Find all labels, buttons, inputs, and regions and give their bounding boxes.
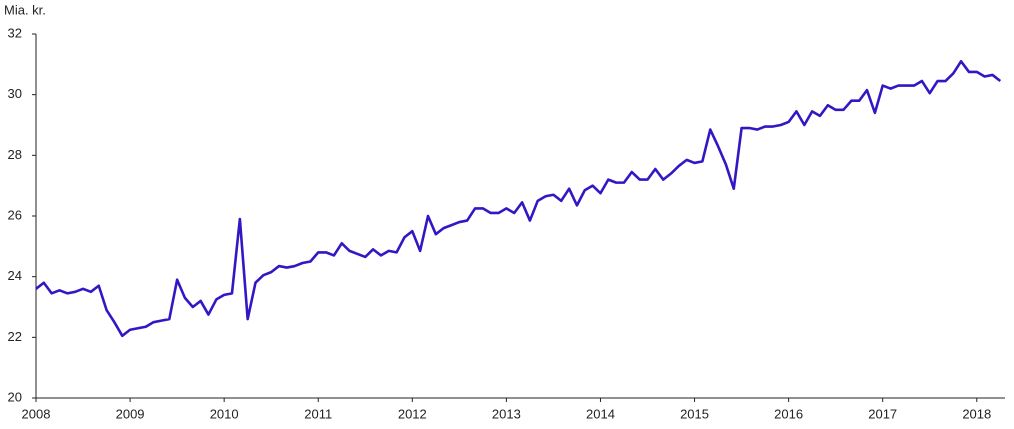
x-tick-label: 2009	[116, 406, 145, 421]
y-tick-label: 32	[8, 25, 22, 40]
x-tick-label: 2017	[868, 406, 897, 421]
x-tick-label: 2018	[962, 406, 991, 421]
x-tick-label: 2010	[210, 406, 239, 421]
y-tick-label: 20	[8, 389, 22, 404]
x-tick-label: 2008	[22, 406, 51, 421]
y-tick-label: 26	[8, 207, 22, 222]
y-tick-label: 24	[8, 268, 22, 283]
data-line	[35, 60, 1002, 338]
x-tick-label: 2013	[492, 406, 521, 421]
x-tick-label: 2012	[398, 406, 427, 421]
x-tick-label: 2015	[680, 406, 709, 421]
axis-unit-title: Mia. kr.	[4, 2, 46, 17]
y-tick-label: 22	[8, 329, 22, 344]
x-tick-label: 2014	[586, 406, 615, 421]
y-tick-label: 30	[8, 86, 22, 101]
x-tick-label: 2016	[774, 406, 803, 421]
y-tick-label: 28	[8, 147, 22, 162]
x-tick-label: 2011	[304, 406, 332, 421]
